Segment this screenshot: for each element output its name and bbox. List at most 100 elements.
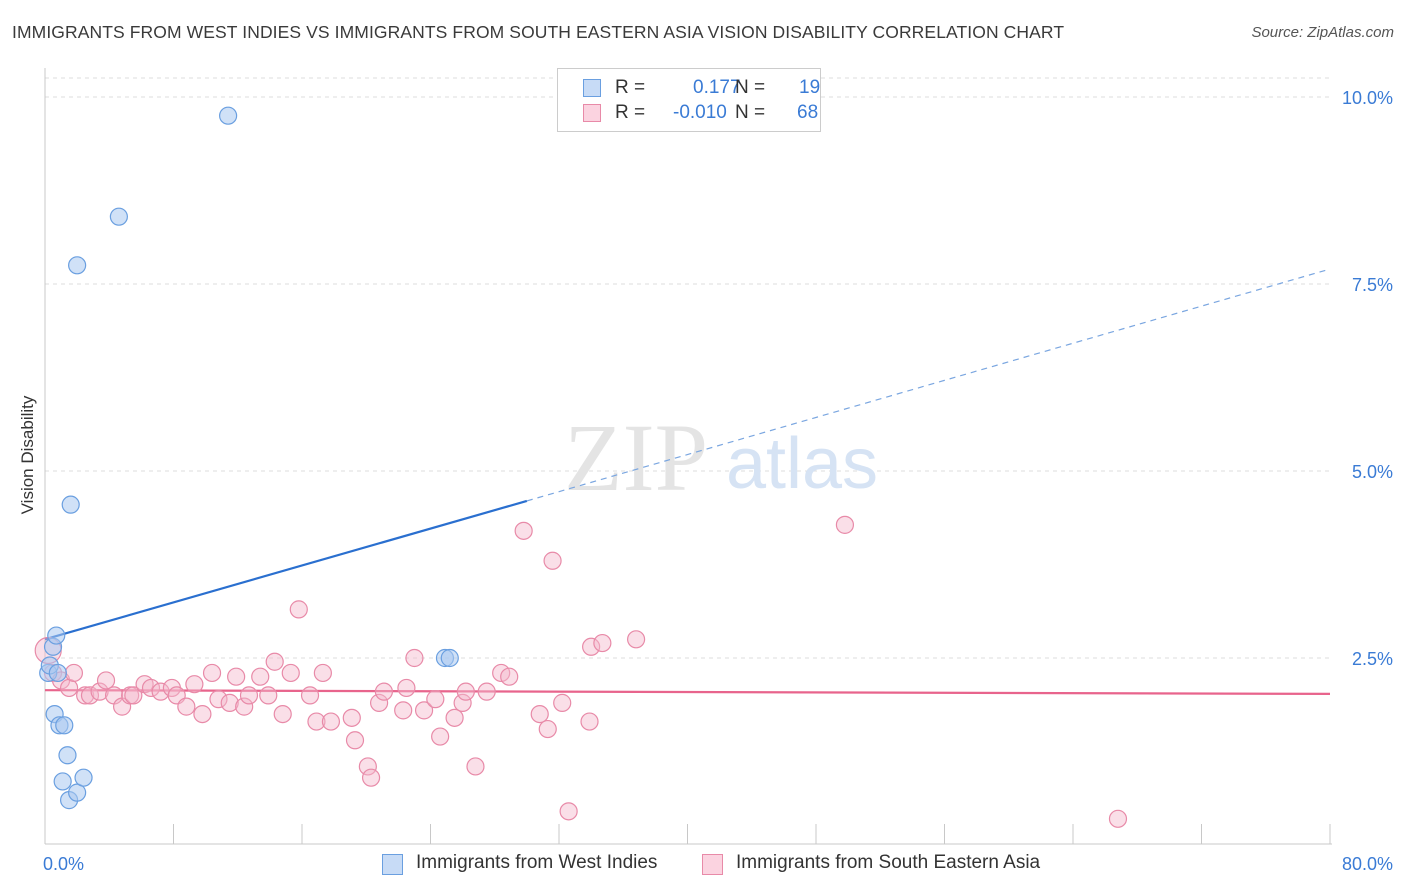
- data-point-se-asia: [342, 708, 361, 727]
- data-point-se-asia: [90, 682, 109, 701]
- y-tick-label: 2.5%: [1352, 649, 1393, 669]
- trend-lines: [44, 268, 1331, 696]
- data-point-se-asia: [453, 693, 472, 712]
- data-point-se-asia: [477, 682, 496, 701]
- data-point-se-asia: [553, 693, 572, 712]
- data-point-se-asia: [235, 697, 254, 716]
- data-point-se-asia: [289, 600, 308, 619]
- data-point-se-asia: [559, 802, 578, 821]
- data-point-se-asia: [530, 704, 549, 724]
- data-point-west-indies: [68, 256, 87, 275]
- legend-n-value: 68: [797, 102, 819, 123]
- data-point-se-asia: [193, 704, 212, 724]
- x-tick-label-min: 0.0%: [43, 854, 84, 874]
- legend-swatch-pink: [702, 854, 723, 875]
- legend-swatch-blue: [583, 79, 601, 97]
- data-point-se-asia: [397, 678, 416, 698]
- data-point-west-indies: [48, 663, 67, 683]
- data-point-se-asia: [202, 663, 222, 683]
- data-point-se-asia: [835, 515, 855, 534]
- legend-r-value: -0.010: [673, 102, 727, 123]
- data-point-se-asia: [64, 663, 84, 683]
- data-point-se-asia: [321, 712, 341, 731]
- data-point-se-asia: [626, 630, 646, 649]
- source-label: Source: ZipAtlas.com: [1251, 24, 1394, 41]
- chart-title: IMMIGRANTS FROM WEST INDIES VS IMMIGRANT…: [12, 22, 1065, 42]
- data-point-se-asia: [265, 652, 284, 671]
- y-tick-label: 5.0%: [1352, 462, 1393, 482]
- data-point-west-indies: [58, 746, 77, 765]
- data-point-se-asia: [426, 690, 445, 709]
- data-point-se-asia: [358, 757, 377, 776]
- data-point-se-asia: [514, 521, 533, 540]
- trend-line-west-indies-extension: [526, 268, 1331, 502]
- legend-n-label: N =: [735, 77, 766, 98]
- data-point-se-asia: [466, 757, 485, 776]
- y-tick-label: 10.0%: [1342, 88, 1393, 108]
- data-point-se-asia: [582, 637, 601, 656]
- data-point-se-asia: [259, 686, 278, 705]
- data-point-se-asia: [209, 690, 228, 709]
- data-point-west-indies: [109, 207, 128, 226]
- data-point-west-indies: [61, 495, 80, 514]
- data-point-se-asia: [307, 712, 326, 731]
- legend-swatch-pink: [583, 104, 601, 122]
- y-tick-label: 7.5%: [1352, 275, 1393, 295]
- data-point-west-indies: [68, 783, 87, 802]
- data-point-se-asia: [370, 693, 389, 712]
- axes: [44, 68, 1332, 845]
- data-point-se-asia: [239, 686, 259, 705]
- data-point-se-asia: [543, 551, 562, 570]
- data-point-west-indies: [74, 768, 93, 787]
- data-point-se-asia: [313, 663, 332, 683]
- data-point-se-asia: [431, 727, 450, 746]
- data-point-se-asia: [456, 682, 475, 701]
- legend-swatch-blue: [382, 854, 403, 875]
- data-point-se-asia: [273, 704, 292, 724]
- data-point-se-asia: [185, 675, 204, 694]
- data-point-se-asia: [1108, 809, 1128, 828]
- data-point-se-asia: [394, 701, 413, 720]
- data-point-se-asia: [76, 686, 95, 705]
- data-point-se-asia: [281, 663, 300, 683]
- watermark: ZIP atlas: [564, 404, 878, 511]
- data-point-west-indies: [53, 772, 72, 791]
- legend-label-west-indies: Immigrants from West Indies: [416, 852, 658, 873]
- data-point-se-asia: [300, 686, 320, 705]
- data-point-se-asia: [251, 667, 270, 686]
- data-point-se-asia: [345, 731, 365, 750]
- y-axis-title: Vision Disability: [18, 395, 37, 515]
- data-point-se-asia: [96, 671, 116, 690]
- data-point-se-asia: [141, 678, 161, 698]
- data-point-se-asia: [374, 682, 394, 701]
- data-point-se-asia: [177, 697, 196, 716]
- legend-r-label: R =: [615, 102, 646, 123]
- data-point-west-indies: [55, 716, 74, 735]
- data-point-se-asia: [538, 719, 557, 739]
- legend-label-se-asia: Immigrants from South Eastern Asia: [736, 852, 1041, 873]
- data-point-west-indies: [219, 106, 238, 125]
- data-point-se-asia: [445, 708, 464, 727]
- legend-n-value: 19: [799, 77, 821, 98]
- x-tick-label-max: 80.0%: [1342, 854, 1393, 874]
- data-point-se-asia: [405, 648, 424, 668]
- data-point-se-asia: [414, 701, 434, 720]
- legend-r-value: 0.177: [693, 77, 741, 98]
- data-points: [34, 106, 1128, 828]
- trend-line-se-asia: [44, 689, 1331, 696]
- data-point-se-asia: [80, 686, 100, 705]
- axis-labels: 2.5% 5.0% 7.5% 10.0% 0.0% 80.0%: [43, 88, 1393, 874]
- data-point-se-asia: [227, 667, 246, 686]
- data-point-west-indies: [47, 626, 66, 645]
- watermark-zip: ZIP: [564, 404, 708, 511]
- legend-n-label: N =: [735, 102, 766, 123]
- watermark-atlas: atlas: [726, 424, 878, 504]
- correlation-legend: R = 0.177 N = 19 R = -0.010 N = 68: [557, 68, 821, 132]
- legend-r-label: R =: [615, 77, 646, 98]
- data-point-se-asia: [361, 768, 381, 787]
- data-point-se-asia: [124, 686, 143, 705]
- data-point-se-asia: [580, 712, 599, 731]
- data-point-se-asia: [500, 667, 519, 686]
- data-point-se-asia: [220, 693, 239, 712]
